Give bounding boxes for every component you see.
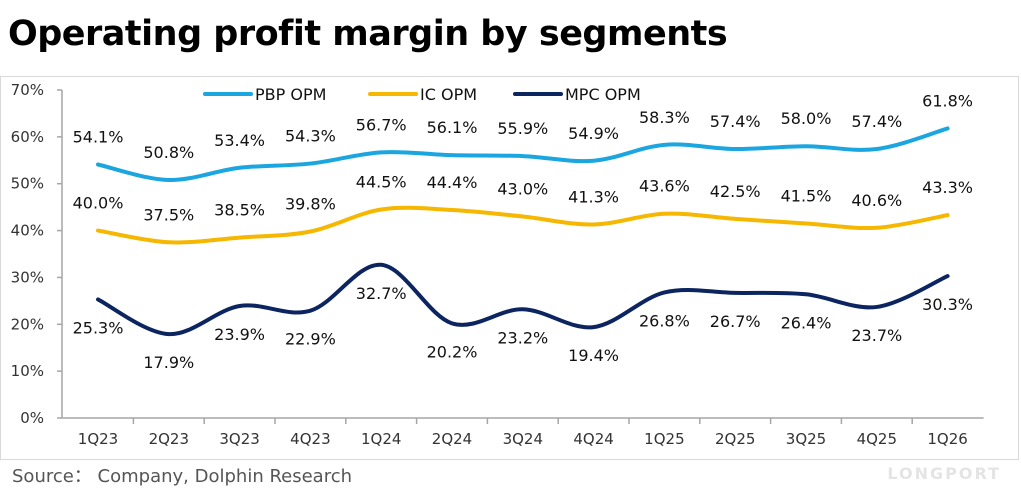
- data-label: 23.2%: [497, 328, 548, 347]
- data-label: 38.5%: [214, 201, 265, 220]
- y-tick-label: 70%: [11, 81, 44, 99]
- series-line-ic-opm: [96, 205, 950, 245]
- data-label: 39.8%: [285, 195, 336, 214]
- series-line-mpc-opm: [96, 262, 950, 337]
- x-tick-label: 2Q25: [715, 430, 755, 448]
- x-tick-label: 1Q24: [361, 430, 401, 448]
- data-label: 40.6%: [851, 191, 902, 210]
- data-label: 40.0%: [73, 194, 124, 213]
- data-label: 50.8%: [143, 143, 194, 162]
- x-tick-label: 2Q23: [149, 430, 189, 448]
- data-label: 32.7%: [356, 284, 407, 303]
- data-label: 23.7%: [851, 326, 902, 345]
- data-label: 30.3%: [922, 295, 973, 314]
- data-label: 56.1%: [427, 118, 478, 137]
- y-tick-label: 50%: [11, 175, 44, 193]
- data-label: 54.3%: [285, 127, 336, 146]
- data-label: 61.8%: [922, 91, 973, 110]
- data-label: 58.3%: [639, 108, 690, 127]
- data-label: 26.4%: [781, 313, 832, 332]
- y-tick-label: 0%: [20, 409, 44, 427]
- y-tick-label: 10%: [11, 362, 44, 380]
- watermark-logo: LONGPORT: [887, 464, 1001, 483]
- y-tick-label: 30%: [11, 268, 44, 286]
- x-tick-label: 4Q23: [290, 430, 330, 448]
- data-label: 57.4%: [851, 112, 902, 131]
- chart-frame: [0, 76, 1019, 460]
- data-label: 44.5%: [356, 172, 407, 191]
- x-tick-label: 3Q25: [786, 430, 826, 448]
- data-label: 43.6%: [639, 177, 690, 196]
- data-label: 17.9%: [143, 353, 194, 372]
- data-label: 42.5%: [710, 182, 761, 201]
- data-label: 53.4%: [214, 131, 265, 150]
- data-label: 41.5%: [781, 187, 832, 206]
- data-label: 44.4%: [427, 173, 478, 192]
- series-line-pbp-opm: [96, 126, 950, 182]
- x-tick-label: 2Q24: [432, 430, 472, 448]
- data-label: 56.7%: [356, 115, 407, 134]
- data-label: 23.9%: [214, 325, 265, 344]
- source-note: Source： Company, Dolphin Research: [12, 466, 353, 487]
- x-tick-label: 1Q23: [78, 430, 118, 448]
- x-tick-label: 1Q26: [927, 430, 967, 448]
- data-label: 57.4%: [710, 112, 761, 131]
- y-tick-label: 20%: [11, 315, 44, 333]
- data-label: 37.5%: [143, 205, 194, 224]
- legend-label: IC OPM: [420, 85, 477, 104]
- x-tick-label: 1Q25: [644, 430, 684, 448]
- x-tick-label: 4Q25: [857, 430, 897, 448]
- data-label: 41.3%: [568, 187, 619, 206]
- x-tick-label: 3Q23: [219, 430, 259, 448]
- x-tick-label: 4Q24: [573, 430, 613, 448]
- chart-title: Operating profit margin by segments: [8, 14, 728, 54]
- data-label: 43.3%: [922, 178, 973, 197]
- legend-label: MPC OPM: [565, 85, 641, 104]
- legend-label: PBP OPM: [255, 85, 326, 104]
- data-label: 26.7%: [710, 312, 761, 331]
- data-label: 43.0%: [497, 180, 548, 199]
- y-tick-label: 40%: [11, 222, 44, 240]
- data-label: 54.9%: [568, 124, 619, 143]
- data-label: 54.1%: [73, 128, 124, 147]
- data-label: 20.2%: [427, 342, 478, 361]
- x-tick-label: 3Q24: [503, 430, 543, 448]
- data-label: 22.9%: [285, 330, 336, 349]
- y-tick-label: 60%: [11, 128, 44, 146]
- data-label: 25.3%: [73, 318, 124, 337]
- data-label: 26.8%: [639, 311, 690, 330]
- data-label: 58.0%: [781, 109, 832, 128]
- data-label: 55.9%: [497, 119, 548, 138]
- data-label: 19.4%: [568, 346, 619, 365]
